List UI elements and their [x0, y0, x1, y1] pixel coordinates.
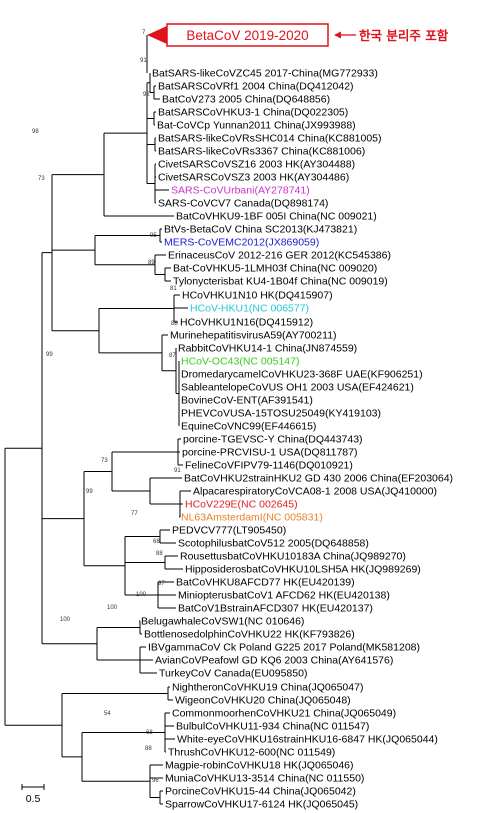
leaf-label: Tylonycterisbat KU4-1B04f China(NC 00901…	[173, 276, 388, 288]
leaf-label: ThrushCoVHKU12-600(NC 011549)	[168, 747, 335, 759]
leaf-label: MuniaCoVHKU13-3514 China(NC 011550)	[165, 773, 364, 785]
callout-box	[166, 23, 329, 47]
leaf-label: ScotophilusbatCoV512 2005(DQ648858)	[178, 538, 369, 550]
bootstrap-value: 100	[107, 605, 118, 611]
leaf-label: BelugawhaleCoVSW1(NC 010646)	[141, 616, 304, 628]
leaf-label: Magpie-robinCoVHKU18 HK(JQ065046)	[165, 760, 354, 772]
leaf-label: BottlenosedolphinCoVHKU22 HK(KF793826)	[144, 629, 355, 641]
bootstrap-value: 88	[156, 551, 163, 557]
bootstrap-value: 68	[153, 539, 160, 545]
leaf-label: HCoV-HKU1(NC 006577)	[190, 303, 309, 315]
leaf-label: EquineCoVNC99(EF446615)	[181, 421, 316, 433]
leaf-label: MERS-CoVEMC2012(JX869059)	[164, 237, 319, 249]
leaf-label: RabbitCoVHKU14-1 China(JN874559)	[178, 343, 357, 355]
bootstrap-value: 97	[158, 581, 165, 587]
leaf-label: Bat-CoVHKU5-1LMH03f China(NC 009020)	[173, 263, 377, 275]
bootstrap-value: 77	[131, 511, 138, 517]
leaf-label: NightheronCoVHKU19 China(JQ065047)	[172, 682, 363, 694]
leaf-label: PEDVCV777(LT905450)	[172, 525, 286, 537]
leaf-label: HCoV229E(NC 002645)	[185, 499, 298, 511]
bootstrap-value: 89	[148, 260, 155, 266]
leaf-label: BatCoV1BstrainAFCD307 HK(EU420137)	[178, 603, 373, 615]
bootstrap-value: 96	[152, 778, 159, 784]
leaf-label: porcine-TGEVSC-Y China(DQ443743)	[183, 434, 363, 446]
bootstrap-value: 98	[32, 129, 39, 135]
leaf-label: RousettusbatCoVHKU10183A China(JQ989270)	[180, 551, 406, 563]
leaf-label: HCoVHKU1N10 HK(DQ415907)	[182, 290, 333, 302]
leaf-label: BatSARSCoVRf1 2004 China(DQ412042)	[158, 81, 354, 93]
bootstrap-labels: 7 91 92 98 73 89 95 99 81 88 87 73 99 91 77 68 88 97 100 10…	[32, 30, 181, 784]
leaf-label: DromedarycamelCoVHKU23-368F UAE(KF906251…	[181, 369, 423, 381]
leaf-label: CommonmoorhenCoVHKU21 China(JQ065049)	[172, 708, 396, 720]
leaf-label: SARS-CoVUrbani(AY278741)	[171, 185, 310, 197]
bootstrap-value: 91	[140, 58, 147, 64]
tree-branches	[4, 35, 191, 805]
leaf-label: SparrowCoVHKU17-6124 HK(JQ065045)	[165, 799, 358, 811]
leaf-label: WigeonCoVHKU20 China(JQ065048)	[175, 695, 351, 707]
leaf-label: NL63AmsterdamI(NC 005831)	[181, 512, 323, 524]
leaf-label: HCoV-OC43(NC 005147)	[181, 356, 299, 368]
bootstrap-value: 91	[174, 468, 181, 474]
bootstrap-value: 7	[142, 30, 146, 36]
leaf-label: CivetSARSCoVSZ3 2003 HK(AY304486)	[158, 172, 349, 184]
bootstrap-value: 81	[170, 286, 177, 292]
leaf-label: porcine-PRCVISU-1 USA(DQ811787)	[182, 447, 357, 459]
leaf-labels: BatSARS-likeCoVZC45 2017-China(MG772933)…	[141, 68, 453, 811]
leaf-label: MiniopterusbatCoV1 AFCD62 HK(EU420138)	[178, 590, 390, 602]
bootstrap-value: 54	[104, 711, 111, 717]
leaf-label: TurkeyCoV Canada(EU095850)	[159, 668, 307, 680]
leaf-label: AvianCoVPeafowl GD KQ6 2003 China(AY6415…	[155, 655, 393, 667]
leaf-label: BatCoV273 2005 China(DQ648856)	[162, 94, 330, 106]
bootstrap-value: 100	[136, 592, 147, 598]
leaf-label: PHEVCoVUSA-15TOSU25049(KY419103)	[181, 408, 381, 420]
leaf-label: IBVgammaCoV Ck Poland G225 2017 Poland(M…	[148, 642, 420, 654]
leaf-label: MurinehepatitisvirusA59(AY700211)	[170, 330, 337, 342]
bootstrap-value: 88	[145, 746, 152, 752]
bootstrap-value: 68	[146, 730, 153, 736]
callout-label: BetaCoV 2019-2020	[186, 28, 308, 43]
bootstrap-value: 87	[169, 353, 176, 359]
leaf-label: BulbulCoVHKU11-934 China(NC 011547)	[176, 721, 369, 733]
bootstrap-value: 73	[38, 176, 45, 182]
betacov-2019-2020-callout: BetaCoV 2019-2020 한국 분리주 포함	[147, 23, 449, 47]
callout-pointer-head	[334, 31, 341, 39]
bootstrap-value: 95	[150, 233, 157, 239]
leaf-label: BovineCoV-ENT(AF391541)	[181, 395, 313, 407]
leaf-label: ErinaceusCoV 2012-216 GER 2012(KC545386)	[168, 250, 391, 262]
scale-bar-label: 0.5	[26, 793, 41, 805]
leaf-label: BatCoVHKU8AFCD77 HK(EU420139)	[176, 577, 355, 589]
bootstrap-value: 88	[171, 321, 178, 327]
leaf-label: Bat-CoVCp Yunnan2011 China(JX993988)	[157, 120, 356, 132]
leaf-label: BatCoVHKU9-1BF 005I China(NC 009021)	[176, 211, 377, 223]
bootstrap-value: 92	[143, 92, 150, 98]
leaf-label: BtVs-BetaCoV China SC2013(KJ473821)	[164, 224, 357, 236]
leaf-label: AlpacarespiratoryCoVCA08-1 2008 USA(JQ41…	[193, 486, 437, 498]
bootstrap-value: 73	[101, 458, 108, 464]
korean-isolate-note: 한국 분리주 포함	[359, 28, 449, 43]
leaf-label: BatSARSCoVHKU3-1 China(DQ022305)	[158, 107, 348, 119]
leaf-label: BatSARS-likeCoVZC45 2017-China(MG772933)	[152, 68, 378, 80]
leaf-label: FelineCoVFIPV79-1146(DQ010921)	[185, 460, 353, 472]
callout-arrow-marker	[147, 26, 167, 44]
leaf-label: BatSARS-likeCoVRs3367 China(KC881006)	[158, 146, 365, 158]
bootstrap-value: 99	[46, 352, 53, 358]
leaf-label: HipposiderosbatCoVHKU10LSH5A HK(JQ989269…	[185, 564, 421, 576]
leaf-label: CivetSARSCoVSZ16 2003 HK(AY304488)	[158, 159, 355, 171]
leaf-label: HCoVHKU1N16(DQ415912)	[180, 317, 313, 329]
scale-bar: 0.5	[21, 784, 45, 805]
leaf-label: BatCoVHKU2strainHKU2 GD 430 2006 China(E…	[184, 473, 453, 485]
bootstrap-value: 99	[86, 489, 93, 495]
leaf-label: SARS-CoVCV7 Canada(DQ898174)	[158, 198, 328, 210]
leaf-label: White-eyeCoVHKU16strainHKU16-6847 HK(JQ0…	[177, 734, 438, 746]
leaf-label: SableantelopeCoVUS OH1 2003 USA(EF424621…	[181, 382, 414, 394]
bootstrap-value: 100	[60, 617, 71, 623]
leaf-label: PorcineCoVHKU15-44 China(JQ065042)	[165, 786, 356, 798]
leaf-label: BatSARS-likeCoVRsSHC014 China(KC881005)	[158, 133, 382, 145]
